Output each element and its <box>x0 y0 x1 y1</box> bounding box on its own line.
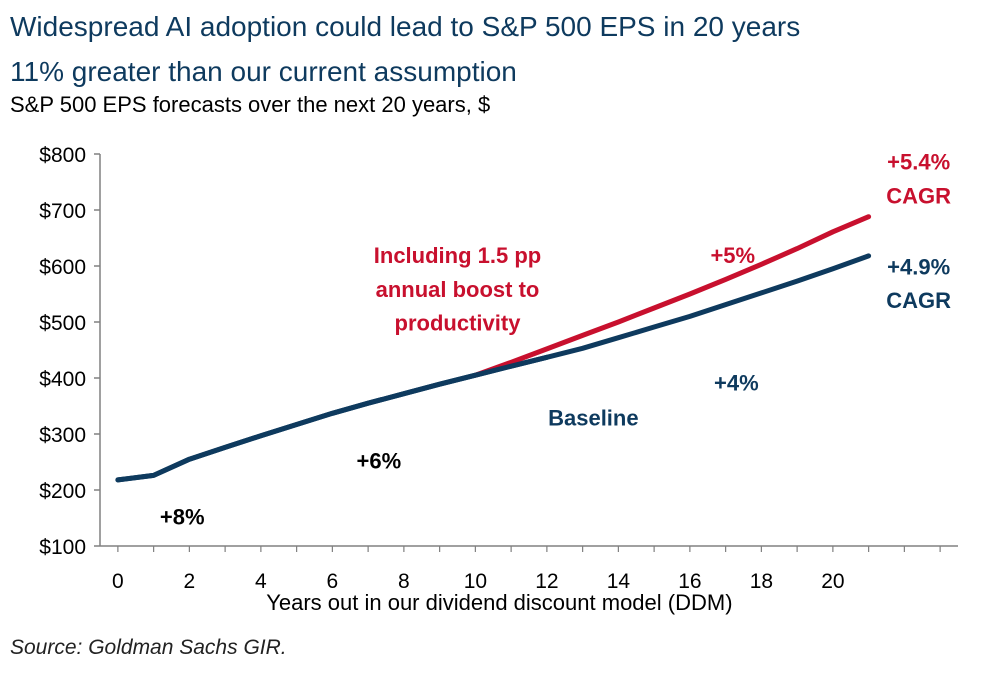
annotation-cagr49b: CAGR <box>886 288 951 313</box>
y-tick-label: $100 <box>39 536 86 559</box>
annotation-cagr54b: CAGR <box>886 183 951 208</box>
chart-subtitle: S&P 500 EPS forecasts over the next 20 y… <box>10 92 491 117</box>
annotations-layer: +8% +6% +4% +5% Baseline Including 1.5 pp annu… <box>160 150 951 530</box>
annotation-incl2: annual boost to <box>376 277 540 302</box>
source-note: Source: Goldman Sachs GIR. <box>10 636 287 659</box>
y-tick-label: $200 <box>39 480 86 503</box>
y-tick-label: $500 <box>39 312 86 335</box>
ai-series-line <box>472 214 872 378</box>
series-layer <box>115 214 872 483</box>
baseline-series-overlap <box>115 354 550 483</box>
x-tick-label: 8 <box>398 570 410 593</box>
x-tick-label: 20 <box>821 570 844 593</box>
annotation-cagr49a: +4.9% <box>887 254 950 279</box>
x-tick-label: 2 <box>184 570 196 593</box>
annotation-g6: +6% <box>357 449 402 474</box>
y-tick-label: $300 <box>39 424 86 447</box>
x-tick-label: 14 <box>607 570 631 593</box>
title-line-1: Widespread AI adoption could lead to S&P… <box>10 11 801 42</box>
x-tick-label: 4 <box>255 570 267 593</box>
annotation-g8: +8% <box>160 505 205 530</box>
x-tick-label: 0 <box>112 570 124 593</box>
title-line-2: 11% greater than our current assumption <box>10 56 517 87</box>
annotation-g4: +4% <box>714 370 759 395</box>
annotation-g5: +5% <box>710 243 755 268</box>
x-tick-label: 10 <box>464 570 487 593</box>
annotation-incl3: productivity <box>395 310 522 335</box>
y-tick-label: $800 <box>39 144 86 167</box>
chart-title: Widespread AI adoption could lead to S&P… <box>10 4 970 94</box>
chart-axes: $100 $200 $300 $400 $500 $600 $700 $800 0 2 4 6 8 10 1… <box>39 144 958 593</box>
y-tick-label: $400 <box>39 368 86 391</box>
annotation-baseline: Baseline <box>548 406 639 431</box>
x-tick-label: 6 <box>327 570 339 593</box>
x-tick-label: 16 <box>678 570 701 593</box>
annotation-incl1: Including 1.5 pp <box>374 243 541 268</box>
y-tick-label: $700 <box>39 200 86 223</box>
x-tick-label: 12 <box>535 570 558 593</box>
x-axis-label: Years out in our dividend discount model… <box>266 590 732 615</box>
x-tick-label: 18 <box>750 570 773 593</box>
y-tick-label: $600 <box>39 256 86 279</box>
annotation-cagr54a: +5.4% <box>887 150 950 175</box>
